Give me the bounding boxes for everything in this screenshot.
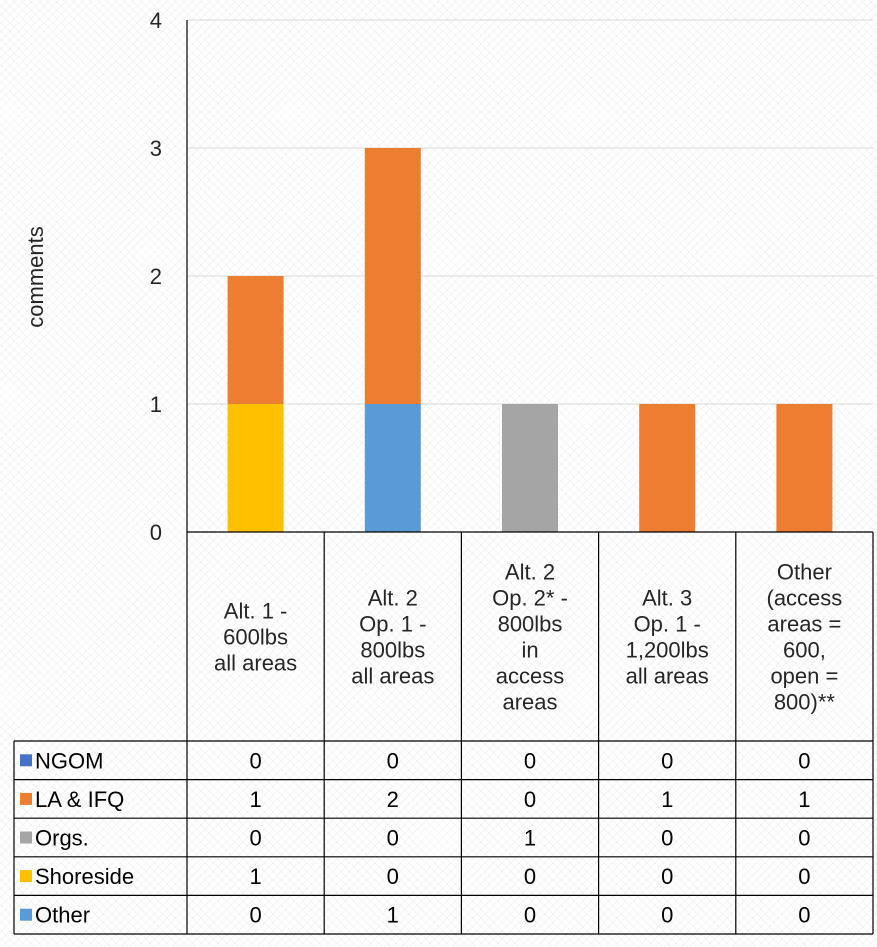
table-cell-value: 1 [524,826,536,851]
category-label: 800)** [774,690,836,715]
table-cell-value: 0 [387,748,399,773]
legend-swatch [20,908,32,921]
category-label: 600, [783,638,826,663]
category-label: 800lbs [498,612,563,637]
category-label: all areas [626,664,709,689]
legend-label: Orgs. [35,826,89,851]
table-cell-value: 0 [249,748,261,773]
y-tick-label: 1 [150,392,162,417]
legend-swatch [20,792,32,805]
category-label: areas = [767,612,841,637]
category-label: Alt. 3 [642,586,692,611]
category-label: open = [770,664,838,689]
category-label: (access [767,586,843,611]
bars [227,148,833,532]
category-label: Other [777,560,832,585]
category-label: 800lbs [360,638,425,663]
table-cell-value: 0 [524,748,536,773]
table-cell-value: 0 [798,748,810,773]
bar-segment [364,404,421,532]
legend-swatch [20,831,32,844]
table-cell-value: 0 [387,864,399,889]
category-label: Op. 1 - [634,612,701,637]
bar-segment [227,276,284,404]
category-label: access [496,664,564,689]
legend-swatch [20,870,32,883]
table-cell-value: 1 [798,787,810,812]
bar-segment [776,404,833,532]
legend-label: LA & IFQ [35,787,124,812]
table-cell-value: 0 [524,864,536,889]
table-cell-value: 2 [387,787,399,812]
table-cell-value: 1 [249,864,261,889]
category-label: all areas [214,651,297,676]
legend-label: NGOM [35,748,103,773]
category-label: in [521,638,538,663]
legend-swatch [20,754,32,767]
table-cell-value: 1 [661,787,673,812]
table-cell-value: 1 [387,903,399,928]
y-axis: 0 1 2 3 4 [150,8,188,545]
gridlines [187,19,873,405]
table-cell-value: 0 [798,826,810,851]
category-label: areas [502,690,557,715]
table-cell-value: 0 [798,903,810,928]
category-label: 600lbs [223,625,288,650]
table-cell-value: 1 [249,787,261,812]
table-cell-value: 0 [387,826,399,851]
table-cell-value: 0 [661,826,673,851]
table-cell-value: 0 [524,903,536,928]
y-tick-label: 4 [150,8,162,33]
legend-label: Shoreside [35,864,134,889]
y-tick-label: 2 [150,264,162,289]
category-label: Op. 1 - [359,612,426,637]
table-cell-value: 0 [249,826,261,851]
category-label: Alt. 2 [505,560,555,585]
bar-segment [364,148,421,404]
y-axis-label: comments [23,226,48,327]
table-cell-value: 0 [661,748,673,773]
table-cell-value: 0 [661,864,673,889]
y-tick-label: 3 [150,136,162,161]
table-cell-value: 0 [524,787,536,812]
table-cell-value: 0 [798,864,810,889]
category-label: all areas [351,664,434,689]
category-label: Alt. 2 [368,586,418,611]
legend-label: Other [35,903,90,928]
y-tick-label: 0 [150,520,162,545]
bar-segment [502,404,558,532]
bar-segment [639,404,696,532]
category-label: Alt. 1 - [224,599,288,624]
table-cell-value: 0 [249,903,261,928]
category-label: Op. 2* - [492,586,568,611]
category-label: 1,200lbs [626,638,709,663]
table-cell-value: 0 [661,903,673,928]
bar-segment [227,404,284,532]
